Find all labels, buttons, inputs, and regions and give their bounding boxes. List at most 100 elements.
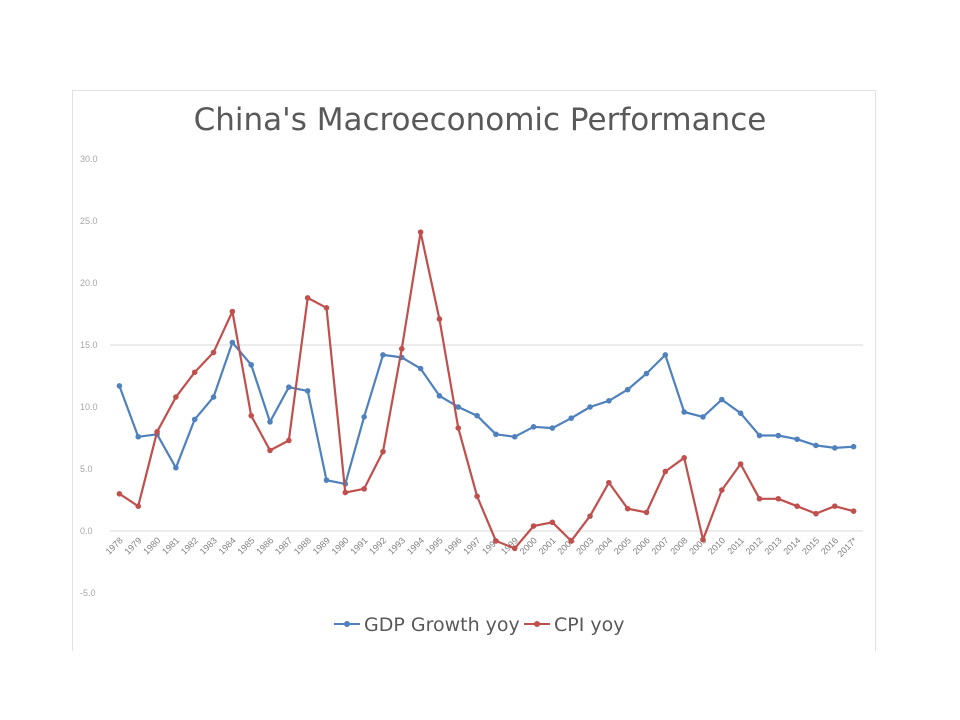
data-point: [568, 415, 575, 421]
data-point: [756, 432, 763, 439]
x-tick-label: 2012: [744, 535, 765, 556]
data-point: [587, 404, 593, 410]
y-tick-label: -5.0: [80, 588, 96, 598]
y-tick-label: 20.0: [80, 278, 98, 288]
x-tick-label: 1993: [386, 535, 407, 556]
data-point: [624, 505, 631, 512]
data-point: [286, 437, 292, 444]
data-point: [267, 419, 273, 425]
data-point: [737, 410, 744, 417]
x-tick-label: 2008: [668, 535, 689, 556]
data-point: [380, 448, 386, 455]
data-point: [474, 412, 480, 419]
x-tick-label: 1997: [461, 535, 482, 556]
x-tick-label: 1981: [160, 535, 181, 556]
data-point: [719, 396, 725, 403]
data-point: [756, 495, 763, 502]
data-point: [267, 447, 273, 454]
data-point: [191, 369, 198, 376]
data-point: [304, 295, 311, 301]
data-point: [662, 352, 669, 358]
legend-marker: [344, 621, 350, 627]
x-tick-label: 2007: [650, 535, 671, 556]
data-point: [229, 308, 236, 315]
x-tick-label: 1994: [405, 535, 426, 556]
data-point: [493, 431, 499, 438]
data-point: [700, 536, 706, 543]
data-point: [116, 383, 123, 389]
data-point: [493, 538, 499, 544]
data-point: [850, 508, 857, 514]
legend-marker: [534, 621, 540, 627]
data-point: [191, 416, 198, 423]
data-point: [719, 487, 725, 493]
series-lines: [116, 229, 857, 552]
data-point: [813, 442, 819, 449]
data-point: [850, 443, 857, 450]
data-point: [831, 503, 838, 510]
y-tick-label: 10.0: [80, 402, 98, 412]
data-point: [530, 523, 537, 529]
x-tick-label: 2010: [706, 535, 727, 556]
data-point: [436, 393, 443, 399]
x-tick-label: 1998: [480, 535, 501, 556]
x-tick-label: 2011: [725, 535, 746, 556]
x-tick-label: 1980: [141, 535, 162, 556]
data-point: [455, 425, 462, 431]
x-tick-label: 1992: [367, 535, 388, 556]
x-tick-label: 1985: [235, 535, 256, 556]
data-point: [775, 432, 782, 439]
y-tick-label: 15.0: [80, 340, 98, 350]
data-point: [681, 409, 687, 415]
y-axis-ticks: -5.0 0.0 5.0 10.0 15.0 20.0 25.0 30.0: [80, 154, 98, 598]
x-tick-label: 2001: [537, 535, 558, 556]
data-point: [474, 493, 480, 500]
data-point: [813, 510, 819, 517]
data-point: [455, 404, 462, 410]
data-point: [361, 486, 367, 492]
data-point: [229, 339, 236, 346]
y-tick-label: 0.0: [80, 526, 93, 536]
chart-area: [72, 90, 876, 651]
data-point: [568, 538, 575, 544]
data-point: [587, 513, 593, 519]
x-tick-label: 1995: [424, 535, 445, 556]
series-line: [118, 231, 854, 550]
x-tick-label: 2015: [800, 535, 821, 556]
data-point: [286, 384, 292, 390]
data-point: [662, 468, 669, 475]
legend-label: GDP Growth yoy: [364, 614, 520, 636]
x-tick-label: 1978: [104, 535, 125, 556]
data-point: [417, 229, 424, 235]
x-tick-label: 2003: [574, 535, 595, 556]
data-point: [606, 479, 612, 486]
data-point: [248, 412, 254, 419]
x-tick-label: 1989: [311, 535, 332, 556]
x-tick-label: 2013: [762, 535, 783, 556]
x-tick-label: 1982: [179, 535, 200, 556]
data-point: [304, 388, 311, 394]
x-tick-label: 1986: [254, 535, 275, 556]
data-point: [606, 398, 612, 404]
x-tick-label: 1991: [348, 535, 369, 556]
x-tick-label: 2014: [781, 535, 802, 556]
data-point: [794, 503, 800, 510]
y-tick-label: 5.0: [80, 464, 93, 474]
x-tick-label: 1990: [329, 535, 350, 556]
series-gdp-growth: [116, 339, 857, 487]
x-tick-label: 1984: [217, 535, 238, 556]
data-point: [530, 424, 537, 430]
legend-label: CPI yoy: [554, 614, 624, 636]
data-point: [511, 433, 518, 440]
data-point: [794, 436, 800, 443]
x-tick-label: 2000: [518, 535, 539, 556]
series-line: [118, 341, 854, 485]
x-tick-label: 1988: [292, 535, 313, 556]
x-axis-ticks: 1978197919801981198219831984198519861987…: [104, 535, 860, 559]
data-point: [700, 414, 706, 420]
data-point: [417, 365, 424, 372]
data-point: [549, 519, 556, 526]
data-point: [323, 477, 330, 483]
data-point: [210, 394, 217, 400]
data-point: [116, 491, 123, 497]
